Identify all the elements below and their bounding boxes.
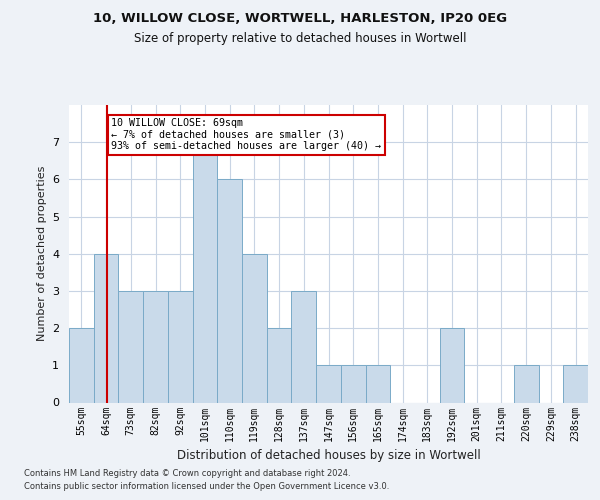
Bar bbox=[292, 291, 316, 403]
Bar bbox=[440, 328, 464, 402]
Bar bbox=[242, 254, 267, 402]
Bar bbox=[217, 180, 242, 402]
Bar bbox=[94, 254, 118, 402]
Bar bbox=[267, 328, 292, 402]
Text: Contains HM Land Registry data © Crown copyright and database right 2024.: Contains HM Land Registry data © Crown c… bbox=[24, 469, 350, 478]
Bar bbox=[193, 142, 217, 403]
Bar bbox=[168, 291, 193, 403]
Text: Size of property relative to detached houses in Wortwell: Size of property relative to detached ho… bbox=[134, 32, 466, 45]
Text: 10 WILLOW CLOSE: 69sqm
← 7% of detached houses are smaller (3)
93% of semi-detac: 10 WILLOW CLOSE: 69sqm ← 7% of detached … bbox=[111, 118, 381, 151]
Bar bbox=[316, 366, 341, 403]
Bar bbox=[341, 366, 365, 403]
Text: 10, WILLOW CLOSE, WORTWELL, HARLESTON, IP20 0EG: 10, WILLOW CLOSE, WORTWELL, HARLESTON, I… bbox=[93, 12, 507, 26]
Bar bbox=[563, 366, 588, 403]
X-axis label: Distribution of detached houses by size in Wortwell: Distribution of detached houses by size … bbox=[176, 449, 481, 462]
Text: Contains public sector information licensed under the Open Government Licence v3: Contains public sector information licen… bbox=[24, 482, 389, 491]
Bar bbox=[365, 366, 390, 403]
Bar bbox=[118, 291, 143, 403]
Bar bbox=[143, 291, 168, 403]
Bar bbox=[514, 366, 539, 403]
Bar bbox=[69, 328, 94, 402]
Y-axis label: Number of detached properties: Number of detached properties bbox=[37, 166, 47, 342]
